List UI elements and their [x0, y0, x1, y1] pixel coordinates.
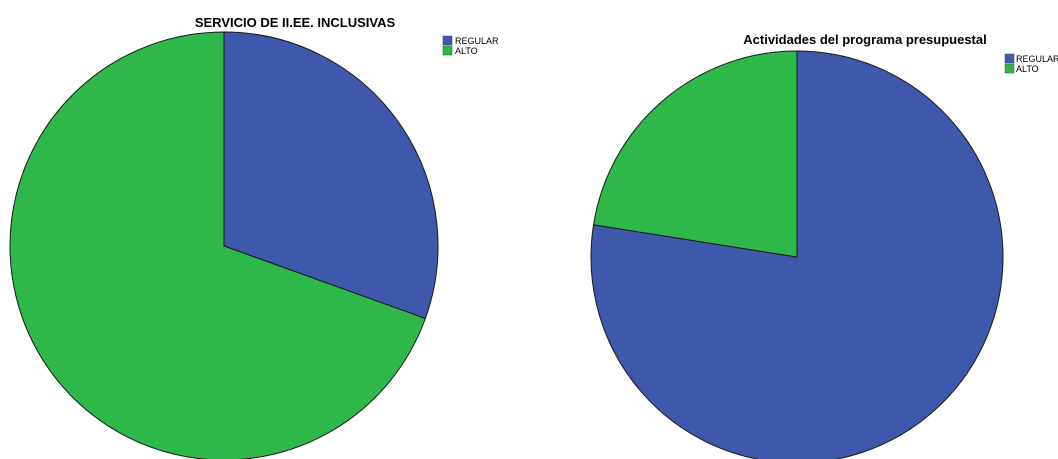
pie-chart-1: SERVICIO DE II.EE. INCLUSIVAS REGULAR AL…	[9, 15, 499, 459]
legend-swatch-alto	[1004, 63, 1015, 74]
chart-1-legend: REGULAR ALTO	[442, 35, 499, 56]
legend-swatch-regular	[442, 35, 453, 46]
pie-chart-2: Actividades del programa presupuestal RE…	[590, 32, 1058, 459]
chart-2-legend: REGULAR ALTO	[1004, 53, 1058, 74]
chart-2-slices	[590, 50, 1004, 459]
pie-slice-alto	[9, 31, 426, 459]
legend-swatch-regular	[1004, 53, 1015, 64]
pie-slice-alto	[592, 50, 798, 258]
legend-swatch-alto	[442, 45, 453, 56]
chart-2-title: Actividades del programa presupuestal	[743, 32, 986, 47]
chart-1-title: SERVICIO DE II.EE. INCLUSIVAS	[195, 15, 396, 30]
pie-slice-regular	[223, 31, 439, 320]
legend-label-alto: ALTO	[1016, 64, 1039, 74]
legend-label-regular: REGULAR	[1016, 54, 1058, 64]
chart-1-slices	[9, 31, 439, 459]
legend-label-alto: ALTO	[455, 46, 478, 56]
legend-label-regular: REGULAR	[455, 36, 499, 46]
